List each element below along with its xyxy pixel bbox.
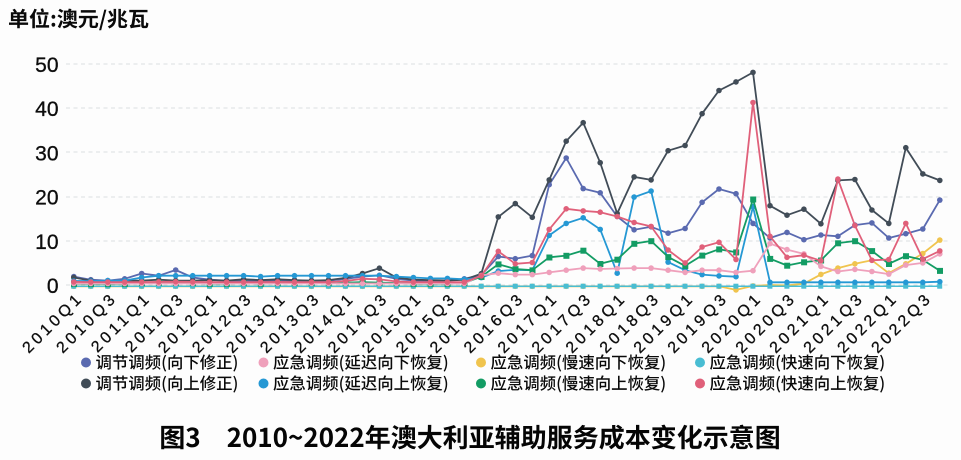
svg-text:20: 20: [35, 187, 58, 210]
svg-text:50: 50: [35, 54, 58, 77]
svg-text:40: 40: [35, 98, 58, 121]
svg-text:10: 10: [35, 231, 58, 254]
svg-text:30: 30: [35, 142, 58, 165]
svg-text:0: 0: [47, 275, 59, 298]
